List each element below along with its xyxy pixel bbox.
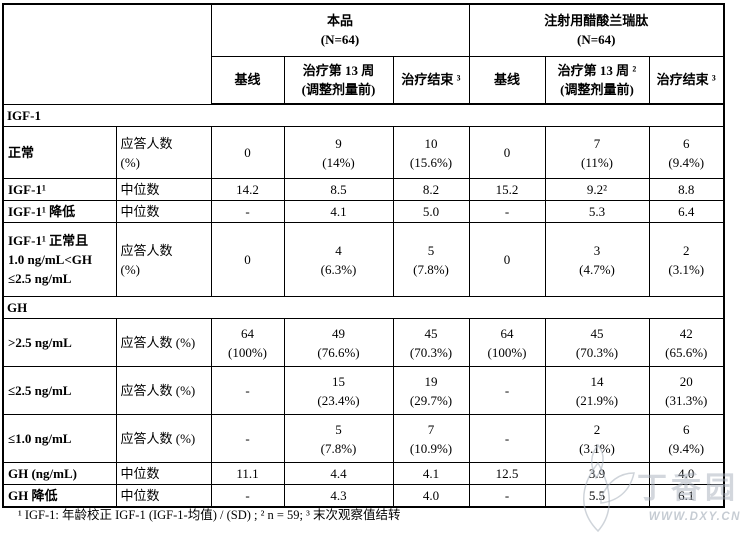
data-cell: 45 (70.3%) [392, 318, 470, 367]
section-header-gh: GH [2, 296, 725, 319]
row-label-le-1-0: ≤1.0 ng/mL [2, 414, 117, 463]
data-cell: 0 [468, 222, 546, 297]
data-cell: 5.0 [392, 200, 470, 223]
table-row: >2.5 ng/mL 应答人数 (%) 64 (100%) 49 (76.6%)… [2, 318, 725, 367]
table-row: GH 降低 中位数 - 4.3 4.0 - 5.5 6.1 [2, 484, 725, 508]
comparator-end-header: 治疗结束 ³ [648, 55, 725, 105]
product-end-header: 治疗结束 ³ [392, 55, 470, 105]
data-cell: 2 (3.1%) [648, 222, 725, 297]
data-cell: 0 [468, 126, 546, 179]
data-cell: - [468, 366, 546, 415]
data-cell: 8.2 [392, 178, 470, 201]
data-cell: 4.0 [392, 484, 470, 508]
data-cell: 0 [210, 222, 285, 297]
data-cell: 6 (9.4%) [648, 126, 725, 179]
data-cell: 8.8 [648, 178, 725, 201]
data-cell: 8.5 [283, 178, 394, 201]
row-label-igf1-decrease: IGF-1¹ 降低 [2, 200, 117, 223]
data-cell: 11.1 [210, 462, 285, 485]
table-row: 正常 应答人数 (%) 0 9 (14%) 10 (15.6%) 0 7 (11… [2, 126, 725, 179]
data-cell: 4.1 [392, 462, 470, 485]
data-cell: 0 [210, 126, 285, 179]
data-cell: 3.9 [544, 462, 650, 485]
data-cell: 9.2² [544, 178, 650, 201]
comparator-baseline-header: 基线 [468, 55, 546, 105]
product-baseline-header: 基线 [210, 55, 285, 105]
data-cell: 4.1 [283, 200, 394, 223]
row-label-gh-ng-ml: GH (ng/mL) [2, 462, 117, 485]
data-cell: 49 (76.6%) [283, 318, 394, 367]
data-cell: 19 (29.7%) [392, 366, 470, 415]
data-cell: 9 (14%) [283, 126, 394, 179]
section-header-igf1: IGF-1 [2, 103, 725, 127]
data-cell: - [210, 200, 285, 223]
row-label-le-2-5: ≤2.5 ng/mL [2, 366, 117, 415]
data-cell: 7 (11%) [544, 126, 650, 179]
metric-label: 应答人数 (%) [115, 366, 212, 415]
row-label-gt-2-5: >2.5 ng/mL [2, 318, 117, 367]
data-cell: 15.2 [468, 178, 546, 201]
data-cell: 4.0 [648, 462, 725, 485]
data-cell: 4.3 [283, 484, 394, 508]
data-cell: 5.5 [544, 484, 650, 508]
metric-label: 中位数 [115, 200, 212, 223]
product-week13-header: 治疗第 13 周 (调整剂量前) [283, 55, 394, 105]
data-cell: 15 (23.4%) [283, 366, 394, 415]
data-cell: 3 (4.7%) [544, 222, 650, 297]
comparator-week13-header: 治疗第 13 周 ² (调整剂量前) [544, 55, 650, 105]
comparator-group-header: 注射用醋酸兰瑞肽 (N=64) [468, 3, 725, 57]
table-row: GH (ng/mL) 中位数 11.1 4.4 4.1 12.5 3.9 4.0 [2, 462, 725, 485]
data-cell: 4 (6.3%) [283, 222, 394, 297]
metric-label: 中位数 [115, 178, 212, 201]
data-cell: - [468, 200, 546, 223]
data-cell: 12.5 [468, 462, 546, 485]
row-label-gh-decrease: GH 降低 [2, 484, 117, 508]
metric-label: 应答人数 (%) [115, 222, 212, 297]
data-cell: - [468, 484, 546, 508]
table-row: ≤2.5 ng/mL 应答人数 (%) - 15 (23.4%) 19 (29.… [2, 366, 725, 415]
metric-label: 应答人数 (%) [115, 126, 212, 179]
data-cell: 64 (100%) [210, 318, 285, 367]
table-row: ≤1.0 ng/mL 应答人数 (%) - 5 (7.8%) 7 (10.9%)… [2, 414, 725, 463]
table-row: IGF-1¹ 降低 中位数 - 4.1 5.0 - 5.3 6.4 [2, 200, 725, 223]
data-cell: 45 (70.3%) [544, 318, 650, 367]
data-cell: - [468, 414, 546, 463]
metric-label: 中位数 [115, 462, 212, 485]
data-cell: 14.2 [210, 178, 285, 201]
efficacy-results-table: 本品 (N=64) 注射用醋酸兰瑞肽 (N=64) 基线 治疗第 13 周 (调… [2, 3, 725, 508]
metric-label: 中位数 [115, 484, 212, 508]
data-cell: 2 (3.1%) [544, 414, 650, 463]
data-cell: 6 (9.4%) [648, 414, 725, 463]
table-row: IGF-1¹ 正常且 1.0 ng/mL<GH ≤2.5 ng/mL 应答人数 … [2, 222, 725, 297]
data-cell: 5.3 [544, 200, 650, 223]
data-cell: - [210, 484, 285, 508]
table-footnote: ¹ IGF-1: 年龄校正 IGF-1 (IGF-1-均值) / (SD) ; … [18, 508, 401, 522]
metric-label: 应答人数 (%) [115, 414, 212, 463]
metric-label: 应答人数 (%) [115, 318, 212, 367]
data-cell: 7 (10.9%) [392, 414, 470, 463]
row-label-igf1: IGF-1¹ [2, 178, 117, 201]
data-cell: 5 (7.8%) [392, 222, 470, 297]
row-label-igf1-normal-and-gh: IGF-1¹ 正常且 1.0 ng/mL<GH ≤2.5 ng/mL [2, 222, 117, 297]
data-cell: 14 (21.9%) [544, 366, 650, 415]
data-cell: 10 (15.6%) [392, 126, 470, 179]
row-label-normal: 正常 [2, 126, 117, 179]
data-cell: 6.1 [648, 484, 725, 508]
data-cell: - [210, 414, 285, 463]
data-cell: - [210, 366, 285, 415]
table-row: IGF-1¹ 中位数 14.2 8.5 8.2 15.2 9.2² 8.8 [2, 178, 725, 201]
product-group-header: 本品 (N=64) [210, 3, 470, 57]
data-cell: 64 (100%) [468, 318, 546, 367]
data-cell: 4.4 [283, 462, 394, 485]
data-cell: 20 (31.3%) [648, 366, 725, 415]
data-cell: 6.4 [648, 200, 725, 223]
data-cell: 42 (65.6%) [648, 318, 725, 367]
data-cell: 5 (7.8%) [283, 414, 394, 463]
corner-empty-cell [2, 3, 212, 105]
